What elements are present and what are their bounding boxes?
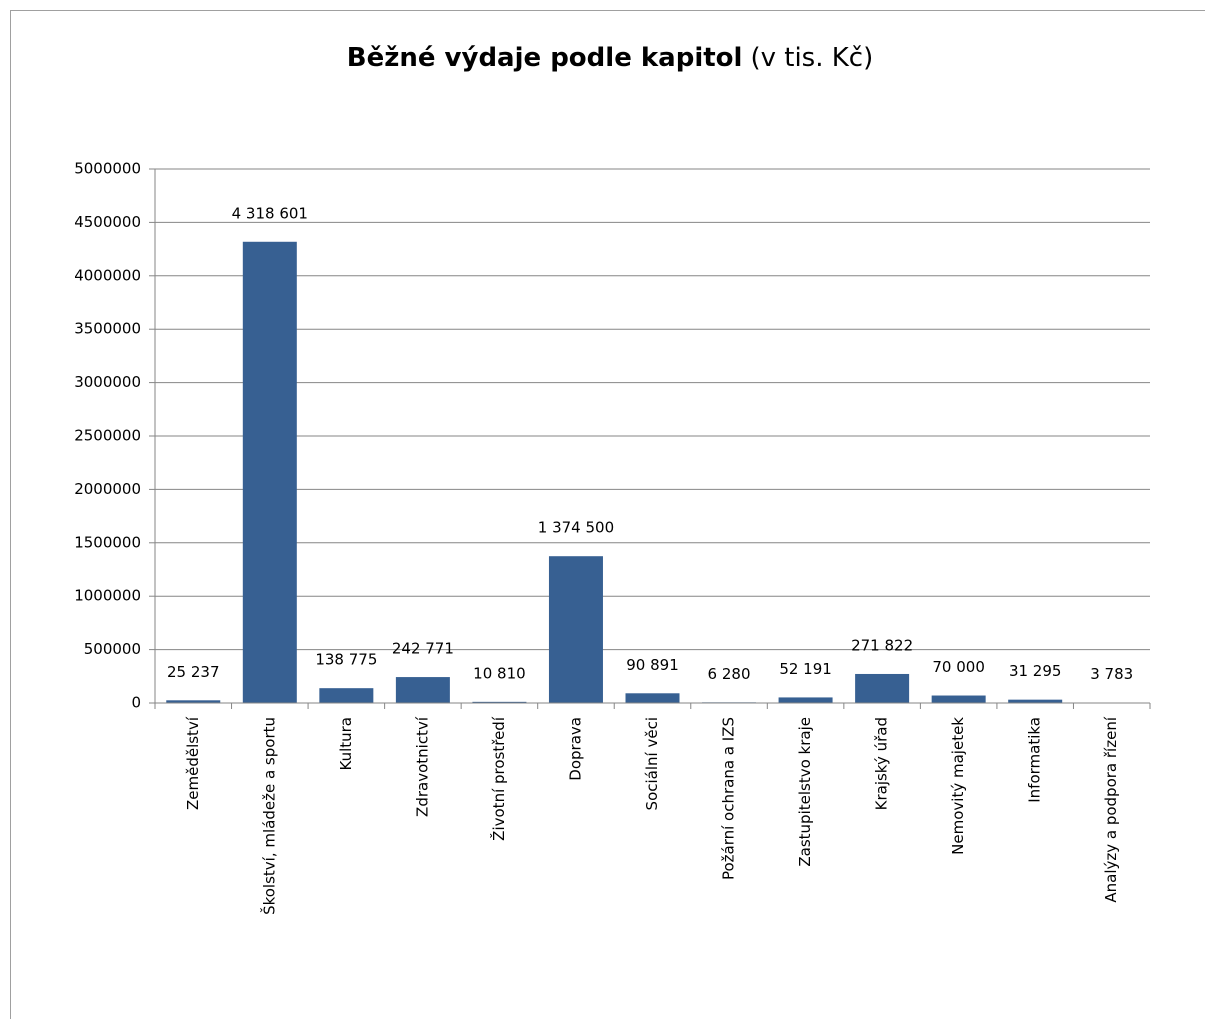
x-tick-label: Zemědělství	[184, 716, 202, 810]
data-label: 138 775	[315, 651, 377, 669]
x-tick-label: Zdravotnictví	[413, 716, 431, 817]
data-label: 31 295	[1009, 662, 1062, 680]
data-label: 70 000	[932, 658, 985, 676]
y-tick-label: 3500000	[74, 320, 141, 338]
y-tick-label: 4500000	[74, 213, 141, 231]
x-tick-label: Životní prostředí	[489, 716, 508, 841]
y-tick-label: 4000000	[74, 266, 141, 284]
x-tick-label: Informatika	[1026, 717, 1044, 803]
chart-title: Běžné výdaje podle kapitol	[347, 43, 743, 73]
x-tick-label: Analýzy a podpora řízení	[1102, 716, 1120, 902]
bar	[1008, 699, 1063, 703]
data-label: 4 318 601	[232, 204, 308, 222]
bar	[855, 673, 910, 703]
data-label: 3 783	[1090, 665, 1133, 683]
x-tick-label: Požární ochrana a IZS	[720, 717, 738, 880]
x-tick-label: Kultura	[337, 717, 355, 771]
data-label: 90 891	[626, 656, 679, 674]
bar	[625, 693, 680, 703]
chart-title-unit: (v tis. Kč)	[750, 43, 873, 73]
x-tick-label: Doprava	[566, 717, 584, 781]
chart-title-group: Běžné výdaje podle kapitol (v tis. Kč)	[347, 43, 873, 73]
bar	[472, 701, 527, 703]
y-tick-label: 5000000	[74, 160, 141, 178]
x-tick-label: Krajský úřad	[873, 717, 891, 810]
bar	[242, 241, 297, 703]
y-tick-label: 1500000	[74, 533, 141, 551]
bar	[778, 697, 833, 703]
y-tick-label: 2500000	[74, 427, 141, 445]
data-label: 10 810	[473, 664, 526, 682]
x-tick-label: Sociální věci	[643, 717, 661, 810]
data-label: 25 237	[167, 663, 220, 681]
data-label: 6 280	[708, 665, 751, 683]
bar	[319, 688, 374, 703]
y-tick-label: 2000000	[74, 480, 141, 498]
y-tick-label: 0	[131, 694, 141, 712]
data-label: 271 822	[851, 636, 913, 654]
data-label: 1 374 500	[538, 519, 614, 537]
bar	[548, 556, 603, 703]
x-tick-label: Zastupitelstvo kraje	[796, 717, 814, 867]
x-tick-label: Nemovitý majetek	[949, 717, 967, 855]
x-tick-label: Školství, mládeže a sportu	[259, 717, 278, 915]
y-tick-label: 1000000	[74, 587, 141, 605]
bar	[931, 695, 986, 703]
bar	[395, 677, 450, 703]
chart-frame	[10, 10, 1205, 1019]
data-label: 52 191	[779, 660, 832, 678]
y-tick-label: 3000000	[74, 373, 141, 391]
y-tick-label: 500000	[84, 640, 141, 658]
data-label: 242 771	[392, 640, 454, 658]
bar	[166, 700, 221, 703]
